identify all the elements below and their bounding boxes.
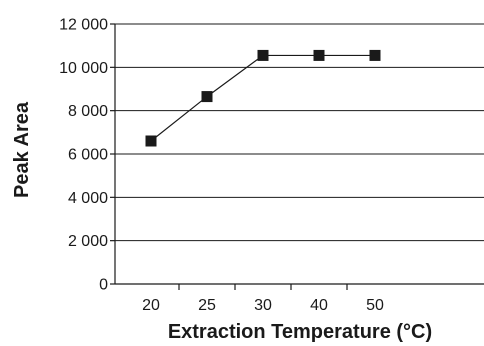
y-tick-label: 0 [99, 277, 108, 294]
x-tick-label: 50 [366, 297, 384, 314]
series [145, 49, 381, 147]
data-point-marker [201, 91, 213, 103]
x-axis-title: Extraction Temperature (°C) [168, 321, 432, 343]
x-tick-labels: 20 25 30 40 50 [142, 297, 384, 314]
y-tick-labels: 0 2 000 4 000 6 000 8 000 10 000 12 000 [59, 17, 108, 294]
y-tick-label: 8 000 [68, 103, 108, 120]
x-tick-label: 20 [142, 297, 160, 314]
x-tick-label: 25 [198, 297, 216, 314]
series-line [150, 54, 375, 142]
data-point-marker [257, 49, 269, 61]
y-tick-label: 4 000 [68, 190, 108, 207]
y-tick-label: 6 000 [68, 147, 108, 164]
y-tick-label: 2 000 [68, 233, 108, 250]
x-ticks [178, 284, 348, 290]
data-point-marker [313, 49, 325, 61]
y-tick-label: 12 000 [59, 17, 108, 34]
x-tick-label: 40 [310, 297, 328, 314]
y-axis-title: Peak Area [11, 101, 33, 198]
x-tick-label: 30 [254, 297, 272, 314]
data-point-marker [145, 135, 157, 147]
axes [114, 24, 484, 285]
y-tick-label: 10 000 [59, 60, 108, 77]
data-point-marker [369, 49, 381, 61]
grid-lines [110, 23, 484, 285]
